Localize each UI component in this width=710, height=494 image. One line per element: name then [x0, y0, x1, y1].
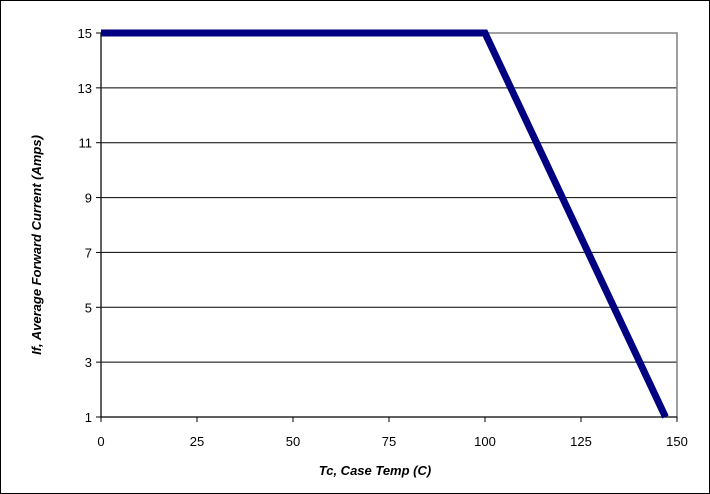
- series-layer: [101, 29, 669, 419]
- y-tick-label-3: 3: [85, 355, 92, 370]
- grid-lines: [101, 87, 677, 363]
- y-tick-label-11: 11: [79, 136, 93, 151]
- series-line-0: [101, 29, 669, 419]
- y-tick-label-1: 1: [85, 410, 92, 425]
- y-tick-label-7: 7: [85, 245, 92, 260]
- plot-area: [100, 32, 678, 418]
- x-tick-label-125: 125: [570, 434, 592, 449]
- y-axis-title: If, Average Forward Current (Amps): [29, 135, 44, 355]
- axes: [96, 32, 678, 422]
- x-tick-label-25: 25: [190, 434, 204, 449]
- x-axis-title: Tc, Case Temp (C): [319, 463, 431, 478]
- x-tick-label-50: 50: [286, 434, 300, 449]
- y-tick-label-9: 9: [85, 191, 92, 206]
- y-tick-label-13: 13: [78, 81, 92, 96]
- x-tick-label-100: 100: [474, 434, 496, 449]
- x-tick-label-0: 0: [97, 434, 104, 449]
- x-tick-label-150: 150: [666, 434, 688, 449]
- y-tick-label-15: 15: [78, 26, 92, 41]
- y-tick-label-5: 5: [85, 300, 92, 315]
- x-tick-label-75: 75: [382, 434, 396, 449]
